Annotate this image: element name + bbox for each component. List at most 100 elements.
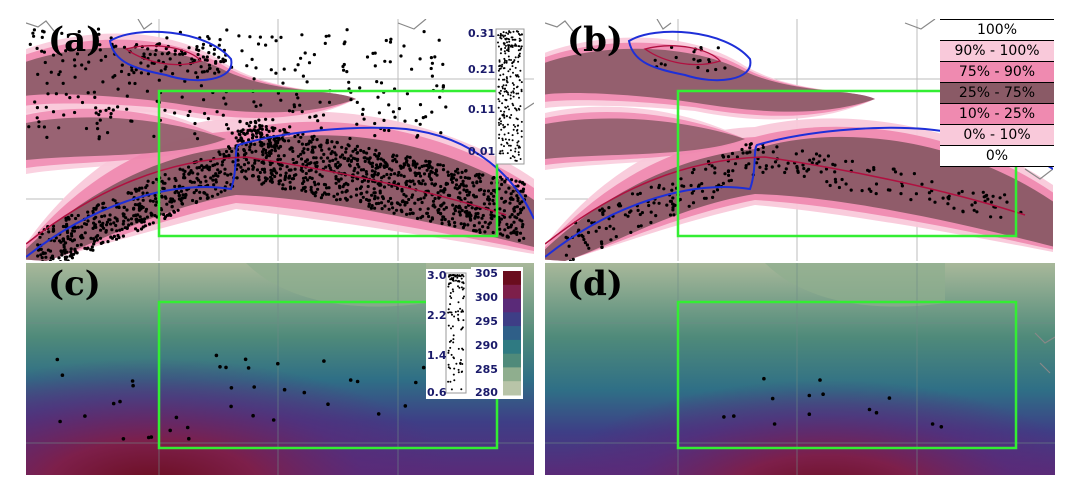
scatter-point: [510, 114, 513, 116]
scatter-point: [39, 253, 43, 257]
scatter-point: [127, 81, 132, 85]
scatter-point: [514, 147, 517, 150]
scatter-point: [457, 319, 460, 322]
scatter-point: [828, 183, 832, 188]
scatter-point: [72, 58, 77, 62]
scatter-point: [860, 189, 864, 193]
scatter-point: [254, 149, 258, 153]
scatter-point: [794, 152, 798, 156]
scatter-point: [187, 165, 191, 169]
scatter-point: [165, 202, 169, 206]
scatter-point: [604, 226, 608, 231]
scatter-point: [258, 140, 262, 144]
scatter-point: [501, 34, 504, 37]
scatter-point: [83, 222, 87, 226]
scatter-point: [57, 256, 61, 260]
scatter-point: [518, 145, 521, 148]
scatter-point: [379, 183, 383, 187]
scatter-point: [312, 180, 316, 184]
scatter-point: [86, 210, 90, 214]
scatter-point: [402, 44, 406, 48]
scatter-point: [302, 147, 306, 151]
scatter-point: [473, 216, 477, 220]
scatter-point: [498, 124, 501, 126]
scatter-point: [331, 158, 335, 162]
scatter-point: [127, 223, 131, 227]
scatter-point: [822, 158, 826, 162]
scatter-point: [517, 32, 520, 35]
scatter-point: [267, 129, 271, 133]
scatter-point: [762, 376, 766, 381]
scatter-point: [303, 51, 307, 55]
scatter-point: [504, 44, 507, 47]
scatter-point: [512, 90, 515, 93]
scatter-point: [114, 223, 118, 228]
scatter-point: [311, 137, 315, 141]
scatter-point: [216, 168, 220, 172]
scatter-point: [244, 169, 248, 173]
scatter-point: [431, 204, 435, 208]
scatter-point: [689, 183, 693, 188]
scatter-point: [516, 184, 520, 188]
scatter-point: [48, 259, 52, 261]
scatter-point: [287, 176, 291, 180]
scatter-point: [356, 162, 360, 166]
scatter-point: [44, 105, 48, 109]
scatter-point: [508, 108, 510, 111]
scatter-point: [461, 225, 465, 230]
scatter-point: [449, 380, 452, 383]
scatter-point: [505, 222, 509, 226]
scatter-points: [722, 376, 944, 429]
temperature-tick: 305: [475, 267, 498, 280]
scatter-point: [502, 215, 507, 219]
scatter-point: [696, 59, 700, 63]
scatter-point: [623, 213, 627, 217]
scatter-point: [155, 200, 159, 204]
scatter-point: [414, 380, 418, 385]
scatter-point: [398, 203, 402, 207]
scatter-point: [211, 174, 215, 178]
scatter-point: [671, 206, 675, 210]
scatter-point: [447, 351, 450, 354]
scatter-point: [452, 356, 455, 359]
scatter-point: [173, 111, 177, 115]
scatter-point: [288, 125, 292, 129]
scatter-point: [214, 61, 218, 65]
scatter-point: [160, 195, 164, 199]
scatter-point: [252, 385, 256, 389]
scatter-point: [586, 230, 591, 235]
scatter-point: [453, 186, 457, 190]
scatter-point: [452, 338, 455, 341]
coastline: [545, 19, 1053, 180]
scatter-point: [516, 199, 520, 203]
scatter-point: [321, 159, 325, 163]
scatter-point: [267, 138, 271, 142]
scatter-point: [47, 230, 51, 234]
scatter-point: [109, 115, 113, 119]
scatter-point: [339, 177, 343, 181]
scatter-point: [251, 164, 255, 168]
scatter-point: [43, 251, 47, 255]
scatter-point: [850, 159, 854, 163]
scatter-point: [79, 243, 83, 247]
scatter-point: [740, 147, 744, 152]
scatter-point: [91, 248, 95, 252]
scatter-point: [509, 157, 512, 160]
scatter-point: [517, 92, 520, 95]
scatter-point: [520, 47, 523, 50]
scatter-point: [296, 63, 300, 67]
scatter-point: [508, 38, 511, 41]
scatter-point: [377, 201, 381, 205]
scatter-point: [213, 71, 217, 75]
scatter-point: [140, 186, 144, 190]
scatter-point: [269, 143, 273, 147]
scatter-point: [387, 128, 391, 133]
scatter-point: [457, 371, 460, 374]
scatter-point: [75, 243, 79, 248]
scatter-point: [376, 172, 380, 176]
scatter-point: [349, 195, 353, 199]
scatter-point: [217, 55, 221, 59]
scatter-point: [385, 172, 389, 177]
scatter-point: [207, 67, 212, 71]
scatter-point: [405, 201, 409, 205]
